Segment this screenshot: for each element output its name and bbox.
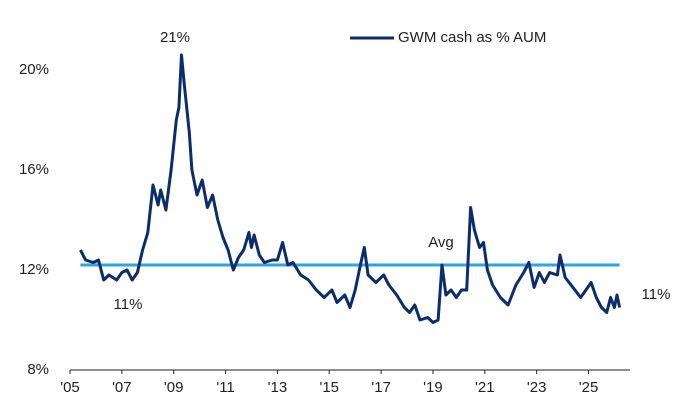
y-tick-label: 16% (19, 161, 49, 178)
x-tick-label: '17 (371, 379, 391, 396)
x-tick-label: '25 (579, 379, 599, 396)
legend-label: GWM cash as % AUM (398, 29, 546, 46)
y-tick-label: 8% (27, 361, 49, 378)
x-tick-label: '13 (268, 379, 288, 396)
y-tick-label: 12% (19, 261, 49, 278)
annotation-peak: 21% (160, 29, 190, 46)
x-tick-label: '19 (423, 379, 443, 396)
average-label: Avg (428, 234, 454, 251)
x-tick-label: '09 (164, 379, 184, 396)
x-tick-label: '11 (216, 379, 234, 396)
series-line (79, 53, 622, 324)
x-tick-label: '15 (319, 379, 339, 396)
annotation-end: 11% (642, 286, 671, 303)
annotation-start: 11% (114, 296, 143, 313)
x-tick-label: '21 (475, 379, 495, 396)
y-tick-label: 20% (19, 61, 49, 78)
x-tick-label: '05 (60, 379, 80, 396)
x-tick-label: '23 (527, 379, 547, 396)
x-tick-label: '07 (112, 379, 132, 396)
